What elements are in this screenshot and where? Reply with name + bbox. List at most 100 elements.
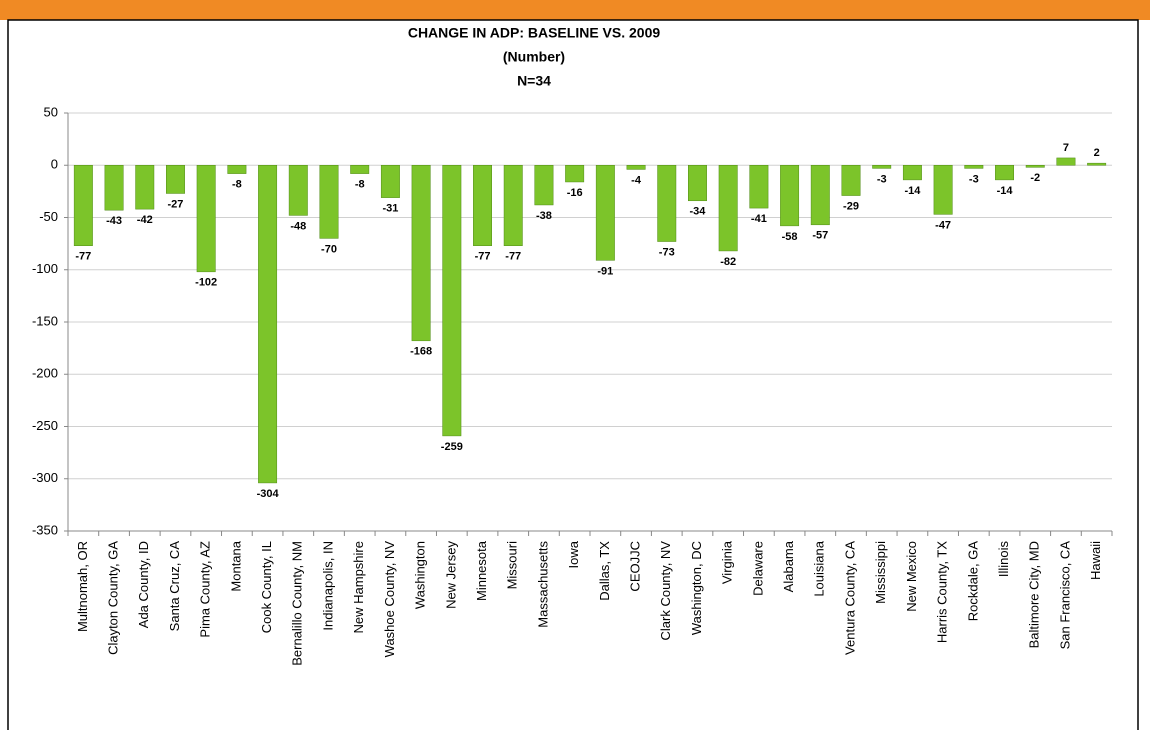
x-tick-label: New Jersey: [443, 541, 458, 609]
data-label: -29: [843, 200, 859, 212]
bar: [1087, 162, 1107, 166]
bar: [319, 165, 339, 239]
x-tick-label: New Mexico: [904, 541, 919, 612]
data-label: -82: [720, 256, 736, 268]
data-label: -3: [969, 173, 979, 185]
data-label: -31: [382, 203, 398, 215]
bar: [503, 165, 523, 246]
x-tick-label: Multnomah, OR: [75, 541, 90, 632]
bar: [780, 165, 800, 227]
y-tick-label: -200: [32, 366, 58, 381]
x-tick-label: Washoe County, NV: [382, 541, 397, 658]
bar: [442, 165, 462, 437]
header-bar: [0, 0, 1150, 20]
y-tick-label: 0: [51, 157, 58, 172]
bar: [227, 165, 247, 174]
bar: [258, 165, 278, 484]
bar: [841, 165, 861, 196]
y-tick-label: 50: [44, 104, 58, 119]
x-tick-label: Washington, DC: [689, 541, 704, 635]
data-label: -57: [812, 230, 828, 242]
y-tick-label: -350: [32, 522, 58, 537]
x-tick-label: Hawaii: [1088, 541, 1103, 580]
bar: [749, 165, 769, 209]
data-label: -259: [441, 441, 463, 453]
x-tick-label: Louisiana: [812, 540, 827, 596]
bar: [626, 165, 646, 170]
bar: [657, 165, 677, 242]
data-label: -77: [75, 251, 91, 263]
x-tick-label: Delaware: [750, 541, 765, 596]
bar: [380, 165, 400, 198]
bar: [595, 165, 615, 261]
chart-frame: [7, 19, 1139, 730]
data-label: -27: [168, 198, 184, 210]
bar: [288, 165, 308, 216]
x-tick-label: New Hampshire: [351, 541, 366, 633]
data-label: -14: [997, 185, 1014, 197]
x-tick-label: Ada County, ID: [136, 541, 151, 628]
bar: [534, 165, 554, 206]
data-label: 7: [1063, 142, 1069, 154]
x-tick-label: Cook County, IL: [259, 541, 274, 633]
x-tick-label: Rockdale, GA: [965, 541, 980, 622]
y-tick-label: -50: [39, 209, 58, 224]
x-tick-label: Massachusetts: [535, 541, 550, 628]
data-label: -47: [935, 219, 951, 231]
x-tick-label: Iowa: [566, 540, 581, 568]
chart-title: CHANGE IN ADP: BASELINE VS. 2009: [408, 25, 661, 41]
x-tick-label: Virginia: [720, 540, 735, 584]
data-label: -43: [106, 215, 122, 227]
x-tick-label: Clayton County, GA: [105, 541, 120, 655]
bar: [166, 165, 185, 194]
data-label: -3: [877, 173, 887, 185]
bar: [933, 165, 953, 215]
data-label: -77: [475, 251, 491, 263]
bar: [902, 165, 922, 181]
chart-subtitle: (Number): [503, 49, 565, 65]
x-tick-label: Santa Cruz, CA: [167, 541, 182, 632]
bar: [73, 165, 93, 246]
y-tick-label: -250: [32, 418, 58, 433]
bar: [718, 165, 738, 252]
data-label: -42: [137, 214, 153, 226]
data-label: -2: [1030, 172, 1040, 184]
bar: [411, 165, 431, 342]
chart-note: N=34: [517, 73, 551, 89]
data-label: -48: [290, 220, 306, 232]
bar: [565, 165, 585, 183]
data-label: 2: [1094, 147, 1100, 159]
bar: [104, 165, 124, 211]
y-tick-label: -100: [32, 261, 58, 276]
data-label: -34: [690, 206, 707, 218]
x-tick-label: Harris County, TX: [935, 541, 950, 643]
x-tick-label: Illinois: [996, 541, 1011, 578]
data-label: -70: [321, 243, 337, 255]
data-label: -38: [536, 210, 552, 222]
x-tick-label: Ventura County, CA: [842, 541, 857, 655]
x-tick-label: Dallas, TX: [597, 541, 612, 601]
bar: [872, 165, 892, 169]
x-tick-label: CEOJJC: [627, 541, 642, 592]
x-tick-label: San Francisco, CA: [1057, 541, 1072, 650]
x-tick-label: Pima County, AZ: [198, 541, 213, 638]
x-tick-label: Washington: [413, 541, 428, 609]
data-label: -4: [631, 174, 642, 186]
x-tick-label: Missouri: [505, 541, 520, 590]
data-label: -8: [355, 179, 365, 191]
x-tick-label: Indianapolis, IN: [320, 541, 335, 631]
data-label: -91: [597, 265, 613, 277]
x-tick-label: Baltimore City, MD: [1027, 541, 1042, 648]
data-label: -102: [195, 277, 217, 289]
x-tick-label: Minnesota: [474, 540, 489, 601]
x-tick-label: Mississippi: [873, 541, 888, 604]
data-label: -14: [904, 185, 921, 197]
data-label: -77: [505, 251, 521, 263]
bar: [964, 165, 984, 169]
bar: [135, 165, 155, 210]
y-tick-label: -150: [32, 313, 58, 328]
data-label: -168: [410, 346, 432, 358]
x-tick-label: Montana: [228, 540, 243, 591]
bar: [688, 165, 707, 202]
